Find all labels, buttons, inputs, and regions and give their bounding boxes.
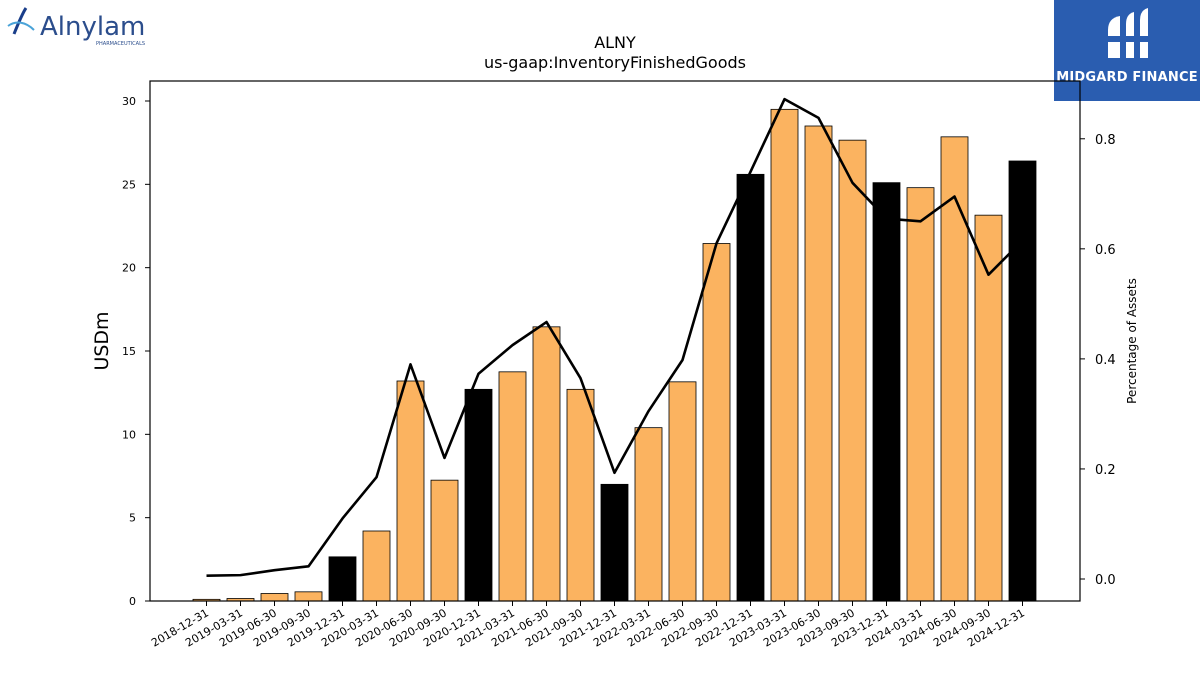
bar bbox=[702, 243, 731, 602]
bar bbox=[566, 388, 595, 602]
bar bbox=[1008, 160, 1037, 602]
y-tick-label: 20 bbox=[122, 262, 136, 275]
y2-tick-label: 0.2 bbox=[1095, 463, 1116, 478]
y-axis-label: USDm bbox=[91, 311, 113, 370]
bar bbox=[260, 593, 289, 602]
company-logo-text: Alnylam bbox=[40, 12, 145, 42]
bar bbox=[634, 427, 663, 602]
bar-series bbox=[192, 108, 1037, 602]
bar bbox=[838, 139, 867, 602]
y2-tick-label: 0.8 bbox=[1095, 133, 1116, 148]
bar bbox=[362, 530, 391, 602]
bar bbox=[464, 388, 493, 602]
bar bbox=[906, 187, 935, 602]
alnylam-logo: Alnylam PHARMACEUTICALS bbox=[4, 4, 174, 48]
y2-tick-label: 0.4 bbox=[1095, 353, 1116, 368]
company-logo-subtext: PHARMACEUTICALS bbox=[96, 41, 145, 47]
bar bbox=[328, 556, 357, 602]
y-tick-label: 5 bbox=[129, 512, 136, 525]
bar bbox=[600, 483, 629, 602]
y-tick-label: 10 bbox=[122, 428, 136, 441]
chart-subtitle: us-gaap:InventoryFinishedGoods bbox=[484, 53, 746, 72]
y2-tick-label: 0.0 bbox=[1095, 573, 1116, 588]
bar bbox=[294, 591, 323, 602]
publisher-logo-text: MIDGARD FINANCE bbox=[1056, 70, 1198, 85]
alnylam-logo-mark: Alnylam PHARMACEUTICALS bbox=[7, 7, 145, 47]
y-tick-label: 25 bbox=[122, 178, 136, 191]
bar bbox=[430, 479, 459, 602]
midgard-finance-logo: MIDGARD FINANCE bbox=[1054, 0, 1200, 101]
y-tick-label: 0 bbox=[129, 595, 136, 608]
bar bbox=[396, 380, 425, 602]
bar bbox=[668, 381, 697, 602]
y2-tick-label: 0.6 bbox=[1095, 243, 1116, 258]
bar bbox=[498, 371, 527, 602]
bar bbox=[872, 182, 901, 602]
bar bbox=[736, 173, 765, 602]
y-tick-label: 15 bbox=[122, 345, 136, 358]
y-tick-label: 30 bbox=[122, 95, 136, 108]
percentage-line bbox=[206, 97, 1024, 577]
midgard-finance-logo-mark bbox=[1108, 8, 1148, 58]
bar bbox=[940, 136, 969, 602]
y2-axis-label: Percentage of Assets bbox=[1125, 278, 1139, 404]
bar bbox=[532, 326, 561, 602]
bar bbox=[804, 125, 833, 602]
chart-title: ALNY bbox=[594, 33, 636, 52]
bar bbox=[770, 108, 799, 602]
line-series bbox=[206, 97, 1024, 577]
